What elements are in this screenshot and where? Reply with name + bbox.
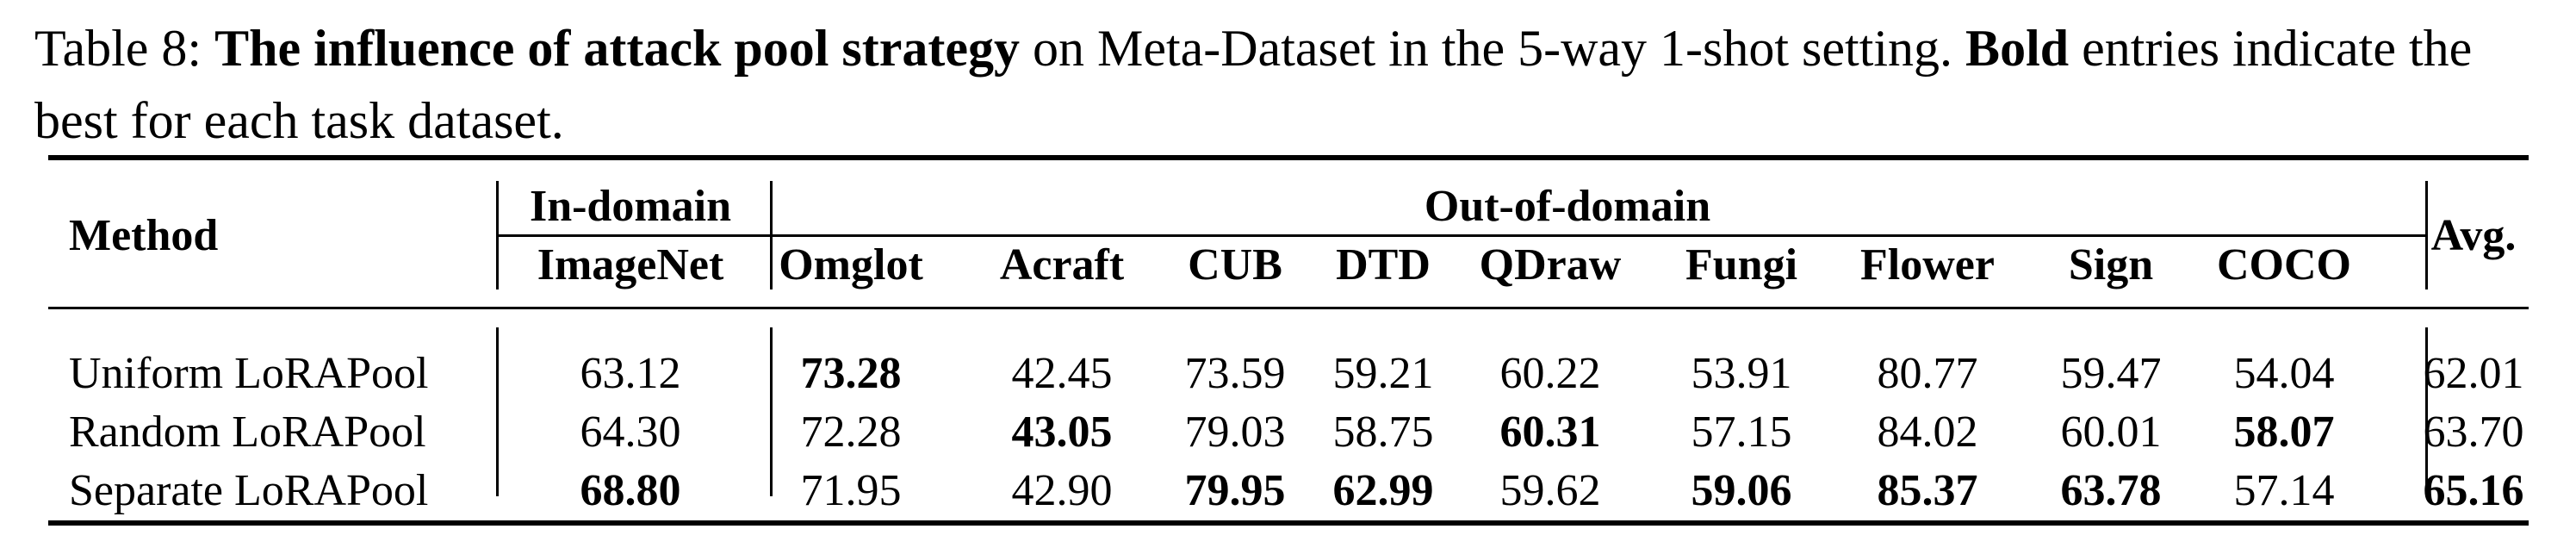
table-cell-avg: 65.16	[2423, 466, 2524, 515]
column-header-imagenet: ImageNet	[537, 240, 724, 289]
bottom-rule	[48, 520, 2529, 526]
row-method-label: Separate LoRAPool	[69, 466, 429, 515]
table-cell: 63.78	[2060, 466, 2162, 515]
header-avg: Avg.	[2430, 211, 2517, 260]
table-cell: 72.28	[800, 408, 902, 457]
header-rule	[48, 307, 2529, 309]
caption-text-end: entries indicate the best for each task …	[34, 20, 2473, 149]
column-header-sign: Sign	[2068, 240, 2154, 289]
table-cell: 53.91	[1691, 349, 1792, 398]
body-divider-3	[2425, 327, 2428, 496]
table-cell: 68.80	[580, 466, 681, 515]
header-method: Method	[69, 211, 219, 260]
table-cell: 58.07	[2233, 408, 2335, 457]
table-cell: 59.06	[1691, 466, 1792, 515]
table-cell: 42.90	[1011, 466, 1113, 515]
table-cell: 64.30	[580, 408, 681, 457]
table-caption: Table 8: The influence of attack pool st…	[34, 12, 2549, 157]
header-divider-3	[2425, 181, 2428, 289]
caption-label: Table 8:	[34, 20, 202, 77]
table-cell: 43.05	[1011, 408, 1113, 457]
table-cell: 80.77	[1877, 349, 1978, 398]
top-rule	[48, 155, 2529, 160]
table-cell: 60.22	[1499, 349, 1601, 398]
table-cell: 73.28	[800, 349, 902, 398]
header-out-of-domain: Out-of-domain	[1424, 182, 1711, 231]
column-header-acraft: Acraft	[999, 240, 1125, 289]
table-cell: 71.95	[800, 466, 902, 515]
table-cell: 62.99	[1332, 466, 1434, 515]
column-header-omglot: Omglot	[779, 240, 923, 289]
caption-bold-title: The influence of attack pool strategy	[214, 20, 1020, 77]
header-cmidrule	[496, 234, 2425, 237]
table-cell: 54.04	[2233, 349, 2335, 398]
body-divider-2	[770, 327, 773, 496]
column-header-qdraw: QDraw	[1479, 240, 1622, 289]
table-cell: 60.01	[2060, 408, 2162, 457]
table-cell: 57.14	[2233, 466, 2335, 515]
table-cell: 79.03	[1184, 408, 1286, 457]
caption-text-mid: on Meta-Dataset in the 5-way 1-shot sett…	[1032, 20, 1953, 77]
column-header-flower: Flower	[1860, 240, 1995, 289]
column-header-dtd: DTD	[1336, 240, 1431, 289]
table-cell: 59.47	[2060, 349, 2162, 398]
table-cell: 60.31	[1499, 408, 1601, 457]
row-method-label: Random LoRAPool	[69, 408, 426, 457]
column-header-coco: COCO	[2217, 240, 2351, 289]
header-divider-2	[770, 181, 773, 289]
body-divider-1	[496, 327, 499, 496]
table-cell: 59.62	[1499, 466, 1601, 515]
row-method-label: Uniform LoRAPool	[69, 349, 429, 398]
table-cell-avg: 63.70	[2423, 408, 2524, 457]
caption-bold-word: Bold	[1965, 20, 2070, 77]
column-header-cub: CUB	[1188, 240, 1282, 289]
table-cell: 63.12	[580, 349, 681, 398]
column-header-fungi: Fungi	[1685, 240, 1798, 289]
results-table: Method In-domain Out-of-domain Avg. Imag…	[48, 155, 2529, 526]
header-in-domain: In-domain	[529, 182, 732, 231]
header-divider-1	[496, 181, 499, 289]
table-cell: 57.15	[1691, 408, 1792, 457]
table-cell: 73.59	[1184, 349, 1286, 398]
table-cell: 85.37	[1877, 466, 1978, 515]
table-cell: 59.21	[1332, 349, 1434, 398]
table-cell: 42.45	[1011, 349, 1113, 398]
table-cell-avg: 62.01	[2423, 349, 2524, 398]
table-cell: 79.95	[1184, 466, 1286, 515]
table-cell: 58.75	[1332, 408, 1434, 457]
table-cell: 84.02	[1877, 408, 1978, 457]
